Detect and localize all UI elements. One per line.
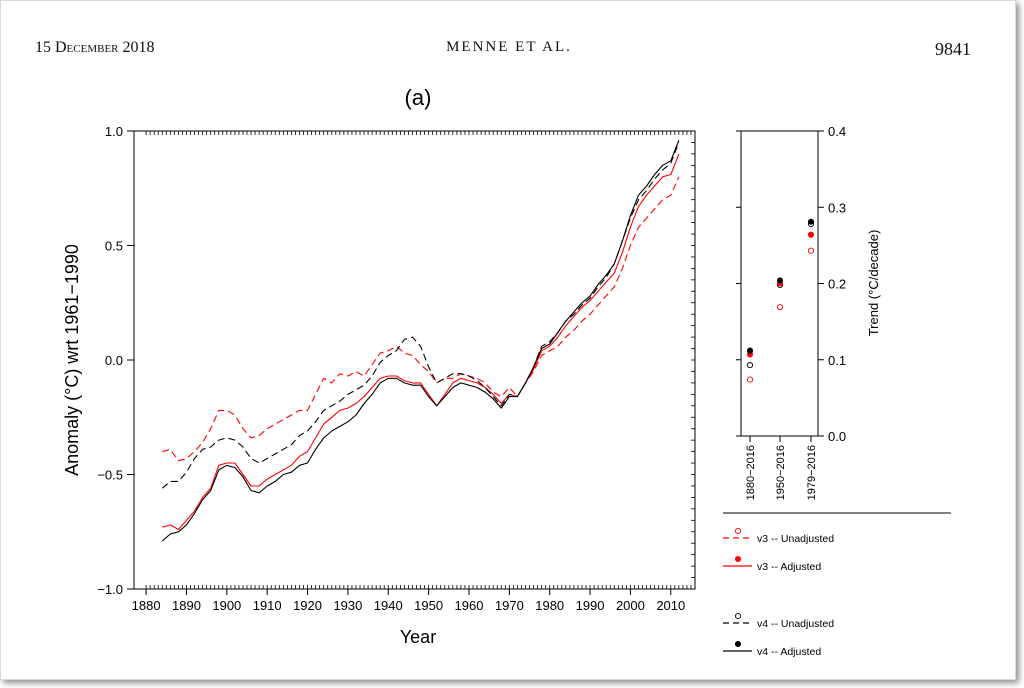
trend-point — [746, 376, 754, 383]
main-plot: 1880 1890 1900 1910 1920 1930 1940 1950 1960 1970… — [62, 124, 696, 647]
trend-point — [746, 347, 754, 354]
trend-point — [776, 277, 784, 284]
x-tick-label: 1950 — [414, 598, 443, 613]
x-axis-label: Year — [400, 627, 436, 647]
x-tick-label: 1930 — [333, 598, 362, 613]
trend-y-tick-label: 0.3 — [828, 200, 846, 215]
trend-point — [807, 247, 815, 254]
trend-y-tick-label: 0.0 — [828, 429, 846, 444]
legend-label: v3 -- Unadjusted — [757, 533, 834, 545]
x-tick-label: 1940 — [374, 598, 403, 613]
x-tick-label: 1980 — [535, 598, 564, 613]
legend-marker — [734, 640, 742, 648]
header-authors: MENNE ET AL. — [446, 39, 572, 55]
x-tick-label: 2010 — [656, 598, 685, 613]
header-date: 15 December 2018 — [35, 39, 155, 56]
trend-x-axis: 1880−2016 1950−2016 1979−2016 — [745, 436, 818, 500]
y-tick-label: −0.5 — [97, 468, 123, 483]
x-tick-label: 1970 — [495, 598, 524, 613]
x-tick-label: 1920 — [293, 598, 322, 613]
x-axis: 1880 1890 1900 1910 1920 1930 1940 1950 1960 1970… — [132, 589, 685, 613]
x-tick-label: 1900 — [212, 598, 241, 613]
x-tick-label: 2000 — [616, 598, 645, 613]
trend-y-tick-label: 0.1 — [828, 353, 846, 368]
main-plot-frame — [133, 130, 696, 590]
legend-marker — [734, 555, 742, 563]
trend-x-tick-label: 1979−2016 — [806, 445, 818, 500]
trend-y-axis-label: Trend (°C/decade) — [866, 230, 881, 337]
y-axis: −1.0 −0.5 0.0 0.5 1.0 — [97, 124, 134, 597]
x-tick-label: 1960 — [455, 598, 484, 613]
x-tick-label: 1890 — [172, 598, 201, 613]
legend-marker — [734, 612, 742, 620]
trend-point — [746, 362, 754, 369]
x-tick-label: 1910 — [253, 598, 282, 613]
legend-label: v3 -- Adjusted — [757, 561, 821, 573]
panel-label: (a) — [405, 85, 432, 110]
series-line — [161, 142, 680, 489]
trend-x-tick-label: 1950−2016 — [775, 445, 787, 500]
x-tick-label: 1880 — [132, 598, 161, 613]
x-tick-label: 1990 — [576, 598, 605, 613]
trend-y-axis: 0.0 0.1 0.2 0.3 0.4 — [736, 124, 846, 444]
header-page-number: 9841 — [935, 39, 971, 59]
series-group — [161, 139, 680, 542]
legend-label: v4 -- Unadjusted — [757, 618, 834, 630]
legend: v3 -- Unadjusted v3 -- Adjusted v4 -- Unad… — [723, 527, 834, 658]
y-tick-label: 0.0 — [105, 353, 123, 368]
legend-label: v4 -- Adjusted — [757, 646, 821, 658]
y-tick-label: −1.0 — [97, 582, 123, 597]
trend-y-tick-label: 0.2 — [828, 277, 846, 292]
y-tick-label: 1.0 — [105, 124, 123, 139]
main-minor-ticks — [145, 130, 695, 590]
series-line — [161, 139, 680, 542]
y-tick-label: 0.5 — [105, 239, 123, 254]
series-line — [162, 153, 680, 531]
legend-marker — [734, 527, 742, 535]
trend-point — [776, 304, 784, 311]
trend-plot: 0.0 0.1 0.2 0.3 0.4 1880−2016 1950−2016 1979−2… — [736, 124, 881, 500]
series-line — [162, 176, 680, 462]
y-axis-label: Anomaly (°C) wrt 1961−1990 — [62, 244, 82, 476]
trend-points — [746, 218, 815, 383]
trend-y-tick-label: 0.4 — [828, 124, 846, 139]
trend-x-tick-label: 1880−2016 — [745, 445, 757, 500]
trend-point — [807, 231, 815, 238]
trend-point — [807, 218, 815, 225]
